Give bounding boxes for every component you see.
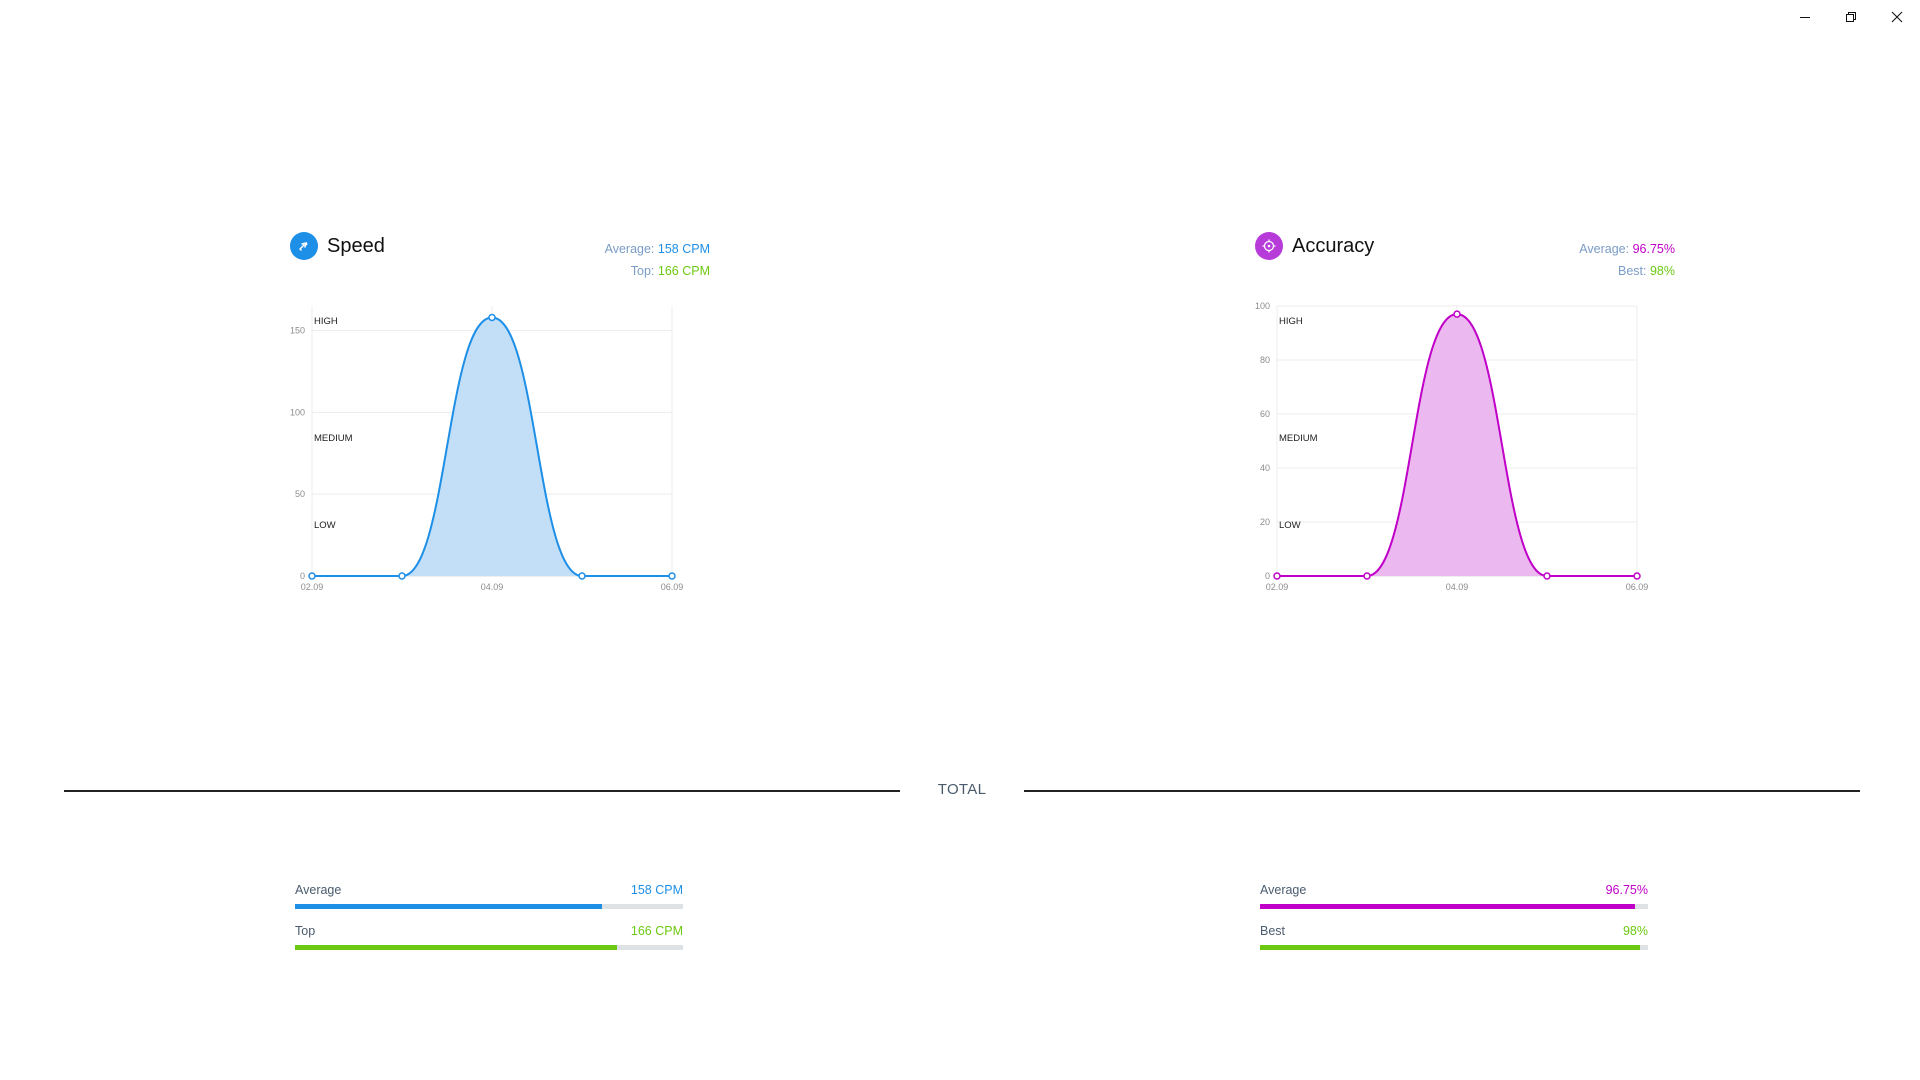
- accuracy-stats: Average: 96.75% Best: 98%: [1579, 238, 1675, 282]
- y-tick-label: 150: [290, 326, 305, 336]
- band-label: LOW: [1279, 520, 1301, 531]
- speed-average-value: 158 CPM: [657, 242, 710, 256]
- accuracy-chart: 0 20 40 60 80 100 02.09 04.09 06.09 HIGH MEDIUM LOW: [1255, 301, 1649, 592]
- y-tick-label: 100: [1255, 301, 1270, 311]
- accuracy-total-bars: Average 96.75% Best 98%: [1260, 883, 1648, 965]
- accuracy-average-label: Average:: [1579, 242, 1630, 256]
- band-label: MEDIUM: [314, 433, 353, 444]
- accuracy-best-bar: Best 98%: [1260, 924, 1648, 965]
- bar-fill: [1260, 904, 1636, 909]
- band-label: MEDIUM: [1279, 433, 1318, 444]
- speed-panel: Speed Average: 158 CPM Top: 166 CPM 0 50 1…: [280, 228, 720, 598]
- speed-top-label: Top:: [630, 264, 655, 278]
- bar-track: [1260, 904, 1648, 909]
- y-tick-label: 0: [1265, 571, 1270, 581]
- data-point: [398, 572, 406, 580]
- bar-label: Best: [1260, 924, 1286, 938]
- y-tick-label: 100: [290, 407, 305, 417]
- data-point: [308, 572, 316, 580]
- bar-fill: [295, 904, 602, 909]
- speed-top-bar: Top 166 CPM: [295, 924, 683, 965]
- bar-label: Average: [1260, 883, 1307, 897]
- total-label: TOTAL: [937, 781, 987, 798]
- speed-average-label: Average:: [604, 242, 655, 256]
- bar-track: [295, 904, 683, 909]
- x-tick-label: 04.09: [1446, 582, 1469, 592]
- series-area: [312, 317, 672, 577]
- speed-average-bar: Average 158 CPM: [295, 883, 683, 924]
- bar-value: 166 CPM: [630, 924, 683, 938]
- band-label: LOW: [314, 520, 336, 531]
- accuracy-title: Accuracy: [1292, 234, 1375, 257]
- data-point: [1543, 572, 1551, 580]
- bar-value: 96.75%: [1605, 883, 1648, 897]
- bar-track: [1260, 945, 1648, 950]
- band-label: HIGH: [314, 316, 338, 327]
- close-icon: [1891, 11, 1903, 23]
- data-point: [1363, 572, 1371, 580]
- band-label: HIGH: [1279, 316, 1303, 327]
- y-tick-label: 50: [295, 489, 305, 499]
- data-point: [1633, 572, 1641, 580]
- data-point: [578, 572, 586, 580]
- bar-fill: [295, 945, 618, 950]
- y-tick-label: 20: [1260, 517, 1270, 527]
- bar-label: Top: [295, 924, 316, 938]
- speed-chart: 0 50 100 150 02.09 04.09 06.09 HIGH MEDIUM LOW: [290, 306, 684, 592]
- speed-stats: Average: 158 CPM Top: 166 CPM: [605, 238, 710, 282]
- accuracy-average-value: 96.75%: [1632, 242, 1675, 256]
- y-tick-label: 80: [1260, 355, 1270, 365]
- bar-fill: [1260, 945, 1641, 950]
- y-tick-label: 40: [1260, 463, 1270, 473]
- data-point: [1453, 310, 1461, 318]
- y-tick-label: 60: [1260, 409, 1270, 419]
- bar-track: [295, 945, 683, 950]
- restore-icon: [1846, 12, 1856, 22]
- accuracy-panel: Accuracy Average: 96.75% Best: 98% 0 20 40…: [1245, 228, 1685, 598]
- x-tick-label: 06.09: [1626, 582, 1649, 592]
- series-area: [1277, 314, 1637, 576]
- accuracy-best-value: 98%: [1649, 264, 1675, 278]
- target-icon: [1255, 232, 1283, 260]
- x-tick-label: 02.09: [1266, 582, 1289, 592]
- close-button[interactable]: [1875, 6, 1919, 28]
- minimize-icon: [1800, 17, 1810, 18]
- x-tick-label: 04.09: [481, 582, 504, 592]
- data-point: [488, 313, 496, 322]
- data-point: [668, 572, 676, 580]
- x-tick-label: 02.09: [301, 582, 324, 592]
- bar-value: 98%: [1622, 924, 1648, 938]
- speed-header: Speed: [290, 232, 385, 260]
- speed-total-bars: Average 158 CPM Top 166 CPM: [295, 883, 683, 965]
- accuracy-header: Accuracy: [1255, 232, 1374, 260]
- bar-label: Average: [295, 883, 342, 897]
- restore-button[interactable]: [1829, 6, 1873, 28]
- total-divider-right: [1024, 790, 1860, 792]
- accuracy-average-bar: Average 96.75%: [1260, 883, 1648, 924]
- x-tick-label: 06.09: [661, 582, 684, 592]
- minimize-button[interactable]: [1783, 6, 1827, 28]
- speed-top-value: 166 CPM: [657, 264, 710, 278]
- accuracy-best-label: Best:: [1617, 264, 1647, 278]
- data-point: [1273, 572, 1281, 580]
- speed-title: Speed: [327, 234, 385, 257]
- bar-value: 158 CPM: [630, 883, 683, 897]
- y-tick-label: 0: [300, 571, 305, 581]
- speed-icon: [290, 232, 318, 260]
- total-divider-left: [64, 790, 900, 792]
